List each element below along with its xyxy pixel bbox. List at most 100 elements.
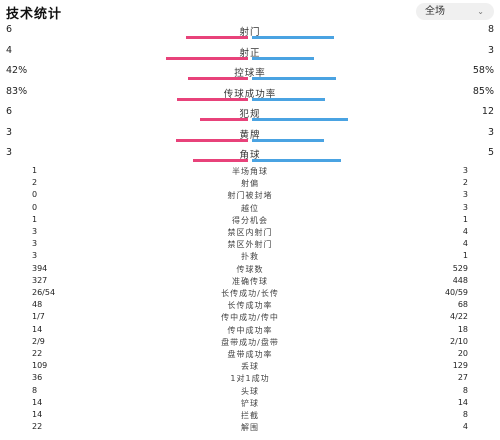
away-value: 27 — [457, 373, 468, 383]
stat-label: 长传成功/长传 — [221, 289, 279, 298]
home-value: 48 — [32, 300, 43, 310]
away-value: 3 — [462, 166, 468, 175]
stat-label: 解围 — [241, 423, 259, 433]
list-item: 8 头球 8 — [0, 386, 500, 397]
away-bar — [252, 118, 348, 121]
list-item: 48 长传成功率 68 — [0, 300, 500, 311]
away-value: 4/22 — [450, 312, 468, 322]
list-item: 0 射门被封堵 3 — [0, 190, 500, 201]
away-value: 18 — [457, 324, 468, 334]
stat-label: 射正 — [239, 47, 261, 59]
stat-label: 丢球 — [241, 362, 259, 372]
list-item: 327 准确传球 448 — [0, 276, 500, 287]
home-bar — [176, 138, 248, 142]
home-value: 14 — [32, 397, 43, 407]
away-value: 4 — [462, 239, 468, 249]
away-value: 1 — [462, 214, 468, 224]
home-bar — [177, 97, 248, 101]
stat-label: 拦截 — [241, 411, 259, 420]
bar-stat-row: 83% 传球成功率 85% — [0, 86, 500, 110]
home-bar — [200, 118, 248, 121]
home-value: 3 — [6, 126, 13, 138]
list-item: 109 丢球 129 — [0, 361, 500, 372]
stat-label: 铲球 — [241, 398, 259, 408]
stat-label: 黄牌 — [239, 129, 261, 141]
stat-label: 传中成功率 — [227, 325, 273, 335]
stat-label: 射偏 — [241, 179, 259, 189]
home-value: 3 — [32, 251, 38, 261]
home-value: 3 — [32, 227, 38, 236]
list-item: 22 盘带成功率 20 — [0, 349, 500, 360]
list-item: 3 禁区外射门 4 — [0, 239, 500, 250]
list-item: 1 半场角球 3 — [0, 166, 500, 177]
away-bar — [252, 159, 341, 162]
stat-label: 盘带成功/盘带 — [221, 337, 279, 347]
stat-label: 盘带成功率 — [227, 350, 273, 359]
chevron-down-icon: ⌄ — [477, 7, 484, 16]
stat-label: 传中成功/传中 — [221, 313, 279, 323]
home-value: 22 — [32, 349, 43, 358]
stat-label: 传球成功率 — [223, 88, 277, 100]
list-item: 22 解围 4 — [0, 422, 500, 433]
home-value: 1 — [32, 214, 38, 224]
home-value: 1 — [32, 166, 38, 175]
list-item: 14 拦截 8 — [0, 410, 500, 421]
away-value: 3 — [487, 44, 494, 56]
home-value: 42% — [6, 65, 28, 76]
period-filter-select[interactable]: 全场 ⌄ — [416, 3, 494, 20]
list-item: 3 禁区内射门 4 — [0, 227, 500, 238]
home-value: 2 — [32, 178, 38, 188]
list-item: 36 1对1成功 27 — [0, 373, 500, 384]
home-bar — [166, 56, 248, 60]
list-item: 0 越位 3 — [0, 203, 500, 214]
home-value: 4 — [6, 44, 13, 56]
home-value: 0 — [32, 190, 38, 200]
away-value: 4 — [462, 227, 468, 236]
home-value: 36 — [32, 373, 43, 383]
stat-label: 扑救 — [241, 252, 259, 262]
home-bar — [188, 77, 248, 80]
period-filter-value: 全场 — [425, 6, 445, 17]
list-item: 14 传中成功率 18 — [0, 325, 500, 336]
away-value: 129 — [452, 361, 468, 371]
stat-label: 犯规 — [239, 109, 261, 120]
home-value: 14 — [32, 324, 43, 334]
away-bar — [252, 36, 334, 39]
stat-label: 越位 — [241, 203, 259, 213]
page-title: 技术统计 — [6, 7, 63, 22]
away-value: 3 — [462, 190, 468, 200]
away-value: 3 — [462, 202, 468, 212]
away-value: 2 — [462, 178, 468, 188]
stat-label: 传球数 — [236, 264, 264, 274]
bar-stat-row: 42% 控球率 58% — [0, 65, 500, 89]
away-value: 68 — [457, 300, 468, 310]
home-value: 3 — [32, 239, 38, 249]
home-value: 2/9 — [32, 336, 45, 346]
list-item: 26/54 长传成功/长传 40/59 — [0, 288, 500, 299]
list-item: 1/7 传中成功/传中 4/22 — [0, 312, 500, 323]
home-value: 6 — [6, 24, 13, 35]
list-item: 394 传球数 529 — [0, 264, 500, 275]
list-item: 3 扑救 1 — [0, 251, 500, 262]
stat-label: 长传成功率 — [227, 301, 273, 311]
away-value: 85% — [472, 85, 494, 97]
stat-label: 禁区内射门 — [227, 228, 273, 237]
bar-stat-row: 3 黄牌 3 — [0, 127, 500, 151]
stats-header: 技术统计 全场 ⌄ — [0, 0, 500, 24]
stat-label: 得分机会 — [232, 215, 268, 225]
away-value: 14 — [457, 397, 468, 407]
stat-label: 禁区外射门 — [227, 240, 273, 250]
stat-label: 1对1成功 — [230, 374, 270, 384]
stat-label: 角球 — [239, 150, 261, 161]
bar-stat-row: 6 犯规 12 — [0, 106, 500, 130]
away-value: 2/10 — [450, 336, 468, 346]
list-item: 14 铲球 14 — [0, 398, 500, 409]
away-value: 3 — [487, 126, 494, 138]
away-bar — [252, 77, 336, 80]
home-value: 394 — [32, 263, 48, 273]
bar-stat-row: 6 射门 8 — [0, 24, 500, 48]
away-value: 4 — [462, 422, 468, 432]
home-value: 83% — [6, 85, 28, 97]
home-value: 0 — [32, 202, 38, 212]
stat-label: 射门被封堵 — [227, 191, 273, 201]
